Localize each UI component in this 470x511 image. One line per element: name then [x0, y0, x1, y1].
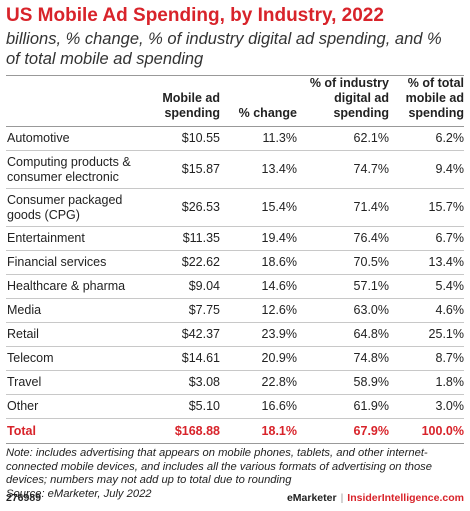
table-row: Financial services $22.62 18.6% 70.5% 13… [6, 250, 464, 275]
spending-cell: $11.35 [144, 226, 220, 251]
total-share-cell: 8.7% [389, 346, 464, 371]
chart-note: Note: includes advertising that appears … [6, 447, 464, 501]
industry-share-cell: 76.4% [297, 226, 389, 251]
chart-subtitle: billions, % change, % of industry digita… [6, 30, 442, 68]
table-row: Entertainment $11.35 19.4% 76.4% 6.7% [6, 226, 464, 251]
spending-cell: $22.62 [144, 250, 220, 275]
industry-cell: Media [6, 298, 144, 323]
brand-separator: | [340, 492, 344, 504]
industry-share-cell: 58.9% [297, 370, 389, 395]
total-share-cell: 5.4% [389, 274, 464, 299]
industry-cell: Retail [6, 322, 144, 347]
change-cell: 19.4% [220, 226, 297, 251]
change-cell: 12.6% [220, 298, 297, 323]
change-cell: 13.4% [220, 150, 297, 189]
spending-cell: $7.75 [144, 298, 220, 323]
change-cell: 14.6% [220, 274, 297, 299]
spending-cell: $10.55 [144, 126, 220, 151]
industry-share-cell: 64.8% [297, 322, 389, 347]
table-row: Travel $3.08 22.8% 58.9% 1.8% [6, 370, 464, 395]
brand-emarketer: eMarketer [286, 492, 337, 504]
total-industry-share-cell: 67.9% [297, 418, 389, 444]
spending-cell: $26.53 [144, 188, 220, 227]
spending-cell: $3.08 [144, 370, 220, 395]
change-cell: 11.3% [220, 126, 297, 151]
total-share-cell: 6.7% [389, 226, 464, 251]
header-industry [6, 75, 144, 127]
table-header-row: Mobile ad spending % change % of industr… [6, 75, 464, 127]
note-text: Note: includes advertising that appears … [6, 447, 432, 486]
total-spending-cell: $168.88 [144, 418, 220, 444]
industry-cell: Other [6, 394, 144, 419]
industry-share-cell: 62.1% [297, 126, 389, 151]
chart-id: 276989 [6, 492, 42, 504]
total-share-cell: 9.4% [389, 150, 464, 189]
change-cell: 18.6% [220, 250, 297, 275]
total-share-cell: 25.1% [389, 322, 464, 347]
table-row: Other $5.10 16.6% 61.9% 3.0% [6, 394, 464, 419]
change-cell: 15.4% [220, 188, 297, 227]
change-cell: 23.9% [220, 322, 297, 347]
spending-cell: $15.87 [144, 150, 220, 189]
spending-cell: $5.10 [144, 394, 220, 419]
industry-share-cell: 74.8% [297, 346, 389, 371]
spending-cell: $42.37 [144, 322, 220, 347]
table-row: Automotive $10.55 11.3% 62.1% 6.2% [6, 126, 464, 151]
industry-cell: Travel [6, 370, 144, 395]
change-cell: 20.9% [220, 346, 297, 371]
table-row: Retail $42.37 23.9% 64.8% 25.1% [6, 322, 464, 347]
total-share-cell: 3.0% [389, 394, 464, 419]
total-share-cell: 6.2% [389, 126, 464, 151]
brand-logo: eMarketer | InsiderIntelligence.com [287, 492, 464, 504]
header-percent-of-industry: % of industry digital ad spending [297, 75, 389, 127]
total-label-cell: Total [6, 418, 144, 444]
industry-cell: Consumer packaged goods (CPG) [6, 188, 144, 227]
industry-cell: Healthcare & pharma [6, 274, 144, 299]
spending-cell: $9.04 [144, 274, 220, 299]
change-cell: 22.8% [220, 370, 297, 395]
header-percent-of-total: % of total mobile ad spending [389, 75, 464, 127]
industry-share-cell: 61.9% [297, 394, 389, 419]
chart-container: US Mobile Ad Spending, by Industry, 2022… [6, 5, 464, 501]
industry-cell: Telecom [6, 346, 144, 371]
table-row: Media $7.75 12.6% 63.0% 4.6% [6, 298, 464, 323]
total-total-share-cell: 100.0% [389, 418, 464, 444]
table-row: Computing products & consumer electronic… [6, 150, 464, 189]
table-row: Consumer packaged goods (CPG) $26.53 15.… [6, 188, 464, 227]
footer: 276989 eMarketer | InsiderIntelligence.com [6, 492, 464, 506]
total-change-cell: 18.1% [220, 418, 297, 444]
industry-share-cell: 71.4% [297, 188, 389, 227]
spending-cell: $14.61 [144, 346, 220, 371]
industry-share-cell: 70.5% [297, 250, 389, 275]
data-table: Mobile ad spending % change % of industr… [6, 75, 464, 444]
total-share-cell: 13.4% [389, 250, 464, 275]
total-share-cell: 4.6% [389, 298, 464, 323]
change-cell: 16.6% [220, 394, 297, 419]
brand-insiderintelligence: InsiderIntelligence.com [347, 492, 464, 504]
industry-cell: Financial services [6, 250, 144, 275]
table-row: Healthcare & pharma $9.04 14.6% 57.1% 5.… [6, 274, 464, 299]
table-row: Telecom $14.61 20.9% 74.8% 8.7% [6, 346, 464, 371]
total-share-cell: 15.7% [389, 188, 464, 227]
industry-cell: Computing products & consumer electronic [6, 150, 144, 189]
source-text: Source: eMarketer, July 2022 [6, 487, 152, 500]
chart-title: US Mobile Ad Spending, by Industry, 2022 [6, 5, 384, 26]
header-percent-change: % change [220, 75, 297, 127]
industry-cell: Entertainment [6, 226, 144, 251]
industry-cell: Automotive [6, 126, 144, 151]
industry-share-cell: 57.1% [297, 274, 389, 299]
total-row: Total $168.88 18.1% 67.9% 100.0% [6, 418, 464, 444]
header-mobile-ad-spending: Mobile ad spending [144, 75, 220, 127]
industry-share-cell: 74.7% [297, 150, 389, 189]
industry-share-cell: 63.0% [297, 298, 389, 323]
total-share-cell: 1.8% [389, 370, 464, 395]
